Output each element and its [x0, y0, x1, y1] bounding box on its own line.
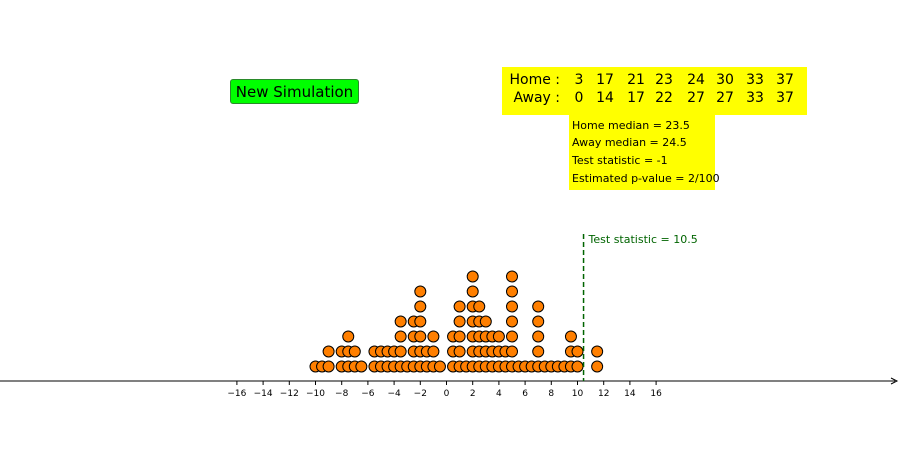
home-score: 23 — [655, 72, 673, 88]
away-scores-row: Away : 0 14 17 22 27 27 33 37 — [502, 90, 807, 108]
home-median-text: Home median = 23.5 — [572, 119, 690, 132]
x-tick-label: −16 — [227, 389, 246, 399]
data-dot — [466, 285, 479, 298]
home-score: 3 — [574, 72, 584, 88]
x-tick-label: 4 — [496, 389, 502, 399]
home-score: 17 — [596, 72, 614, 88]
data-dot — [355, 360, 368, 373]
x-tick-label: 2 — [470, 389, 476, 399]
away-score: 33 — [746, 90, 764, 106]
scores-panel: Home : 3 17 21 23 24 30 33 37 Away : 0 14 17 22 27 2… — [502, 67, 807, 115]
data-dot — [348, 345, 361, 358]
data-dot — [394, 345, 407, 358]
data-dot — [532, 345, 545, 358]
observed-statistic-marker: Test statistic = 10.5 — [582, 233, 698, 381]
data-dot — [394, 315, 407, 328]
x-tick-label: 8 — [548, 389, 554, 399]
data-dot — [532, 315, 545, 328]
data-dot — [532, 330, 545, 343]
data-dot — [571, 360, 584, 373]
x-tick-label: 10 — [572, 389, 584, 399]
home-score: 30 — [716, 72, 734, 88]
stats-panel: Home median = 23.5 Away median = 24.5 Te… — [569, 115, 720, 190]
x-tick-label: −14 — [254, 389, 273, 399]
x-tick-label: −4 — [387, 389, 401, 399]
away-label: Away : — [513, 90, 561, 106]
home-scores-row: Home : 3 17 21 23 24 30 33 37 — [502, 72, 807, 90]
away-score: 22 — [655, 90, 673, 106]
data-dot — [427, 330, 440, 343]
data-dot — [506, 285, 518, 298]
x-tick-label: 6 — [522, 389, 528, 399]
data-dot — [453, 300, 466, 313]
p-value-text: Estimated p-value = 2/100 — [572, 172, 720, 185]
away-score: 14 — [596, 90, 614, 106]
x-tick-label: −8 — [335, 389, 349, 399]
data-dot — [322, 345, 335, 358]
data-dot — [414, 315, 427, 328]
x-tick-label: −2 — [414, 389, 427, 399]
away-score: 27 — [687, 90, 705, 106]
test-statistic-text: Test statistic = -1 — [572, 154, 668, 167]
data-dot — [532, 300, 545, 313]
dots-layer — [309, 270, 604, 373]
data-dot — [506, 300, 518, 313]
data-dot — [394, 330, 407, 343]
x-tick-label: −6 — [361, 389, 375, 399]
away-score: 27 — [716, 90, 734, 106]
away-score: 37 — [776, 90, 794, 106]
away-median-text: Away median = 24.5 — [572, 136, 687, 149]
away-score: 0 — [574, 90, 584, 106]
data-dot — [473, 300, 486, 313]
data-dot — [322, 360, 335, 373]
home-score: 24 — [687, 72, 705, 88]
x-tick-label: −10 — [306, 389, 325, 399]
data-dot — [506, 330, 518, 343]
data-dot — [506, 315, 518, 328]
data-dot — [414, 300, 427, 313]
x-tick-label: 12 — [598, 389, 609, 399]
data-dot — [479, 315, 492, 328]
home-score: 37 — [776, 72, 794, 88]
data-dot — [506, 270, 518, 283]
observed-statistic-label: Test statistic = 10.5 — [588, 233, 698, 246]
data-dot — [453, 315, 466, 328]
x-tick-label: 14 — [624, 389, 636, 399]
new-simulation-button[interactable]: New Simulation — [230, 79, 359, 104]
home-score: 21 — [627, 72, 645, 88]
data-dot — [453, 330, 466, 343]
data-dot — [564, 330, 577, 343]
data-dot — [414, 285, 427, 298]
data-dot — [571, 345, 584, 358]
home-score: 33 — [746, 72, 764, 88]
data-dot — [342, 330, 355, 343]
data-dot — [414, 330, 427, 343]
axis-arrow-icon — [890, 377, 899, 385]
x-tick-label: −12 — [280, 389, 299, 399]
data-dot — [427, 345, 440, 358]
x-tick-label: 0 — [444, 389, 450, 399]
x-axis: −16 −14 −12 −10 −8 −6 −4 −2 0 2 4 6 8 10 12 14 16 — [0, 377, 899, 399]
data-dot — [492, 330, 505, 343]
home-label: Home : — [509, 72, 560, 88]
data-dot — [466, 270, 479, 283]
x-tick-label: 16 — [650, 389, 662, 399]
data-dot — [453, 345, 466, 358]
data-dot — [591, 360, 604, 373]
data-dot — [506, 345, 518, 358]
away-score: 17 — [627, 90, 645, 106]
data-dot — [591, 345, 604, 358]
data-dot — [433, 360, 446, 373]
